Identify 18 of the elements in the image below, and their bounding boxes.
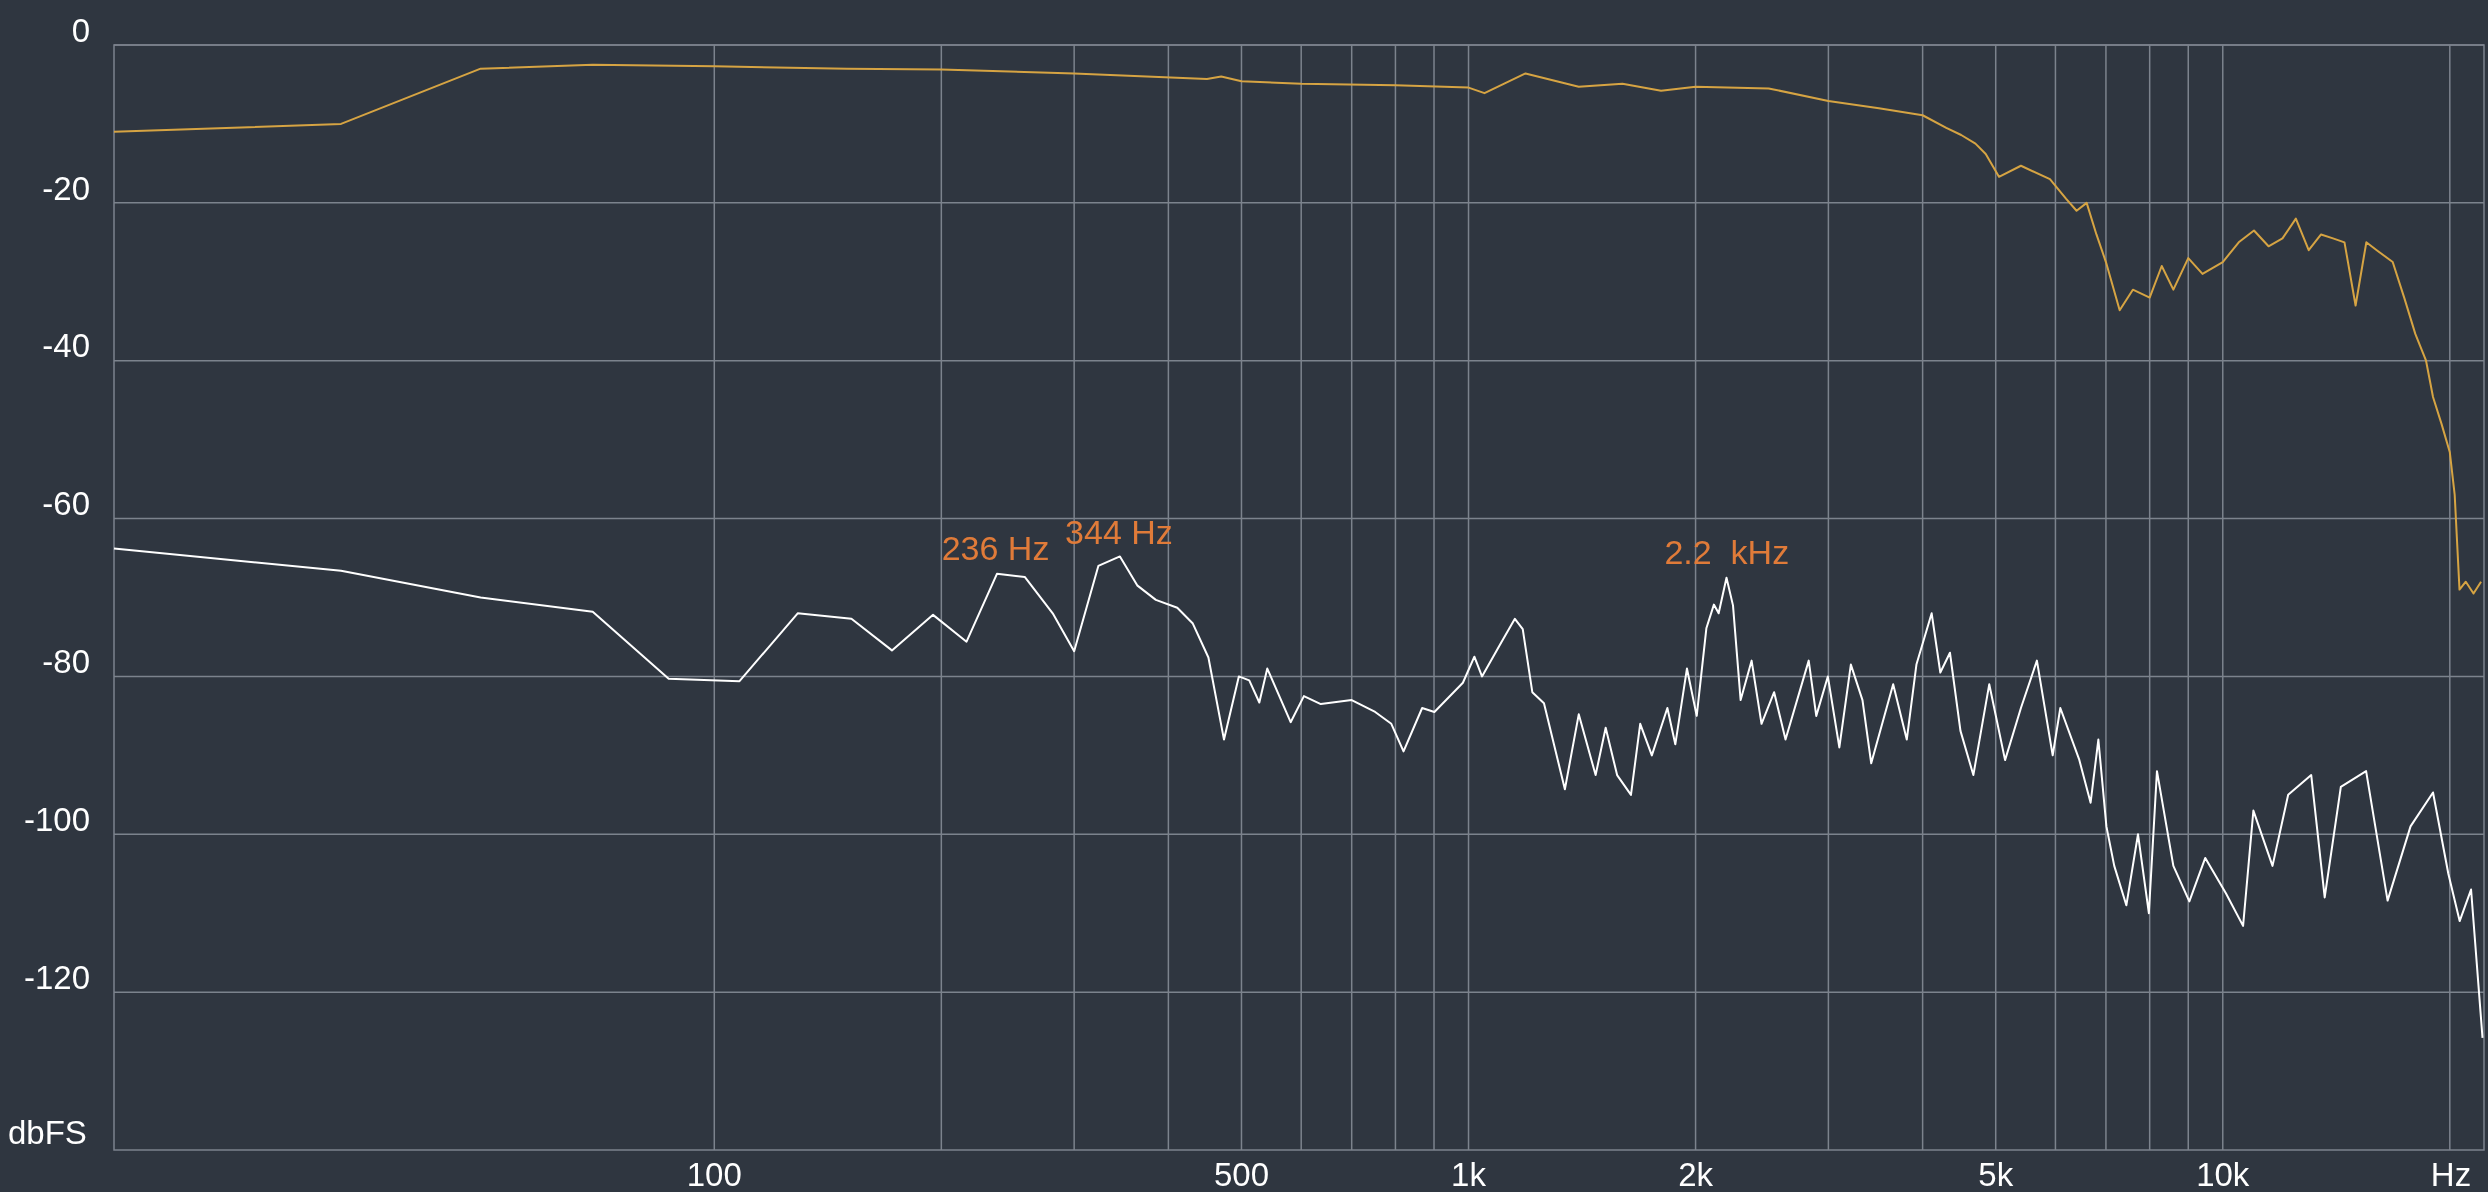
x-tick-label: 100 [686,1156,742,1192]
annotation: 2.2 kHz [1664,532,1790,571]
x-tick-label: 5k [1978,1156,2014,1192]
y-tick-label: -40 [42,327,90,365]
x-tick-label: 500 [1213,1156,1270,1192]
y-tick-label: -120 [23,958,90,996]
y-tick-label: -100 [23,800,90,838]
x-tick-label: 10k [2196,1156,2250,1192]
x-tick-label: 1k [1451,1156,1487,1192]
x-tick-label: 2k [1678,1156,1714,1192]
annotation: 236 Hz [941,528,1050,567]
annotation: 344 Hz [1065,513,1173,552]
y-tick-label: -80 [42,643,90,681]
x-axis-title: Hz [2430,1156,2472,1192]
y-tick-label: 0 [71,11,90,49]
y-tick-label: -60 [42,485,90,523]
y-axis-title: dbFS [8,1114,87,1151]
y-tick-label: -20 [42,169,90,207]
